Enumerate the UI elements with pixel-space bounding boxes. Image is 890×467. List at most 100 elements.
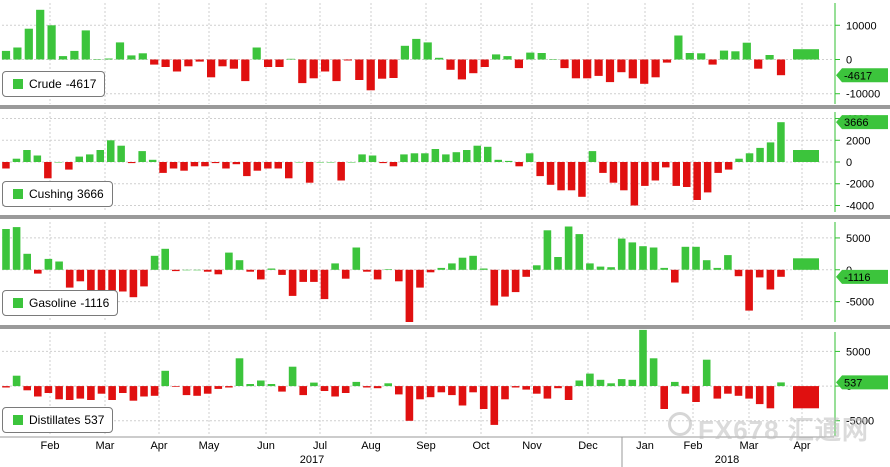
data-bar bbox=[511, 269, 520, 293]
axis-tick-label: -4000 bbox=[846, 200, 874, 212]
data-bar bbox=[628, 59, 637, 79]
data-bar bbox=[366, 59, 375, 91]
data-bar bbox=[672, 162, 680, 186]
data-bar bbox=[702, 359, 711, 386]
data-bar bbox=[522, 386, 530, 390]
data-bar bbox=[594, 59, 603, 76]
data-bar bbox=[564, 226, 573, 270]
data-bar bbox=[473, 145, 481, 162]
data-bar bbox=[649, 358, 658, 386]
x-axis-month-label: Mar bbox=[96, 440, 115, 452]
data-bar bbox=[469, 59, 478, 74]
data-bar bbox=[649, 247, 658, 270]
axis-tick-label: -10000 bbox=[846, 89, 880, 101]
last-value-label: 537 bbox=[844, 377, 862, 389]
x-axis-month-label: Aug bbox=[361, 440, 381, 452]
data-bar bbox=[172, 59, 182, 72]
data-bar bbox=[607, 267, 615, 270]
legend-swatch bbox=[13, 415, 23, 425]
panel-separator bbox=[0, 325, 890, 329]
data-bar bbox=[536, 162, 544, 177]
data-bar bbox=[766, 142, 775, 162]
data-bar bbox=[243, 162, 251, 177]
axis-tick-label: 5000 bbox=[846, 346, 870, 358]
data-bar bbox=[96, 150, 104, 162]
data-bar bbox=[416, 386, 424, 400]
data-bar bbox=[426, 386, 435, 398]
data-bar bbox=[2, 229, 10, 270]
data-bar bbox=[546, 162, 555, 185]
data-bar bbox=[138, 53, 147, 60]
data-bar bbox=[501, 386, 509, 400]
data-bar bbox=[295, 162, 303, 163]
data-bar bbox=[537, 53, 546, 60]
data-bar bbox=[492, 54, 501, 60]
data-bar bbox=[320, 386, 329, 391]
data-bar bbox=[557, 162, 565, 191]
data-bar bbox=[395, 386, 403, 395]
data-bar bbox=[65, 269, 74, 288]
panel-separator bbox=[0, 105, 890, 109]
data-bar bbox=[586, 263, 594, 270]
data-bar bbox=[766, 386, 775, 409]
data-bar bbox=[671, 269, 679, 283]
axis-tick-label: -2000 bbox=[846, 179, 874, 191]
x-axis-month-label: Feb bbox=[41, 440, 60, 452]
x-axis-month-label: Apr bbox=[150, 440, 167, 452]
data-bar bbox=[44, 386, 53, 393]
axis-tick-label: 0 bbox=[846, 157, 852, 169]
data-bar bbox=[352, 381, 361, 387]
panel-crude: 10000 0 -10000 -4617 bbox=[1, 3, 888, 104]
data-bar bbox=[341, 269, 350, 279]
axis-tick-label: 5000 bbox=[846, 233, 870, 245]
data-bar bbox=[448, 263, 456, 270]
data-bar bbox=[44, 162, 52, 179]
data-bar bbox=[337, 162, 345, 181]
data-bar bbox=[469, 386, 477, 393]
data-bar bbox=[777, 269, 785, 277]
data-bar bbox=[501, 269, 509, 297]
data-bar bbox=[766, 269, 775, 290]
last-value-label: -1116 bbox=[844, 272, 871, 284]
data-bar bbox=[724, 162, 733, 170]
data-bar bbox=[765, 55, 774, 60]
data-bar bbox=[55, 261, 63, 270]
data-bar bbox=[352, 247, 361, 270]
data-bar bbox=[452, 152, 461, 162]
data-bar bbox=[76, 269, 85, 282]
data-bar bbox=[457, 59, 466, 80]
data-bar bbox=[660, 386, 668, 409]
data-bar bbox=[129, 269, 138, 298]
data-bar bbox=[222, 162, 230, 169]
data-bar bbox=[373, 386, 382, 389]
data-bar bbox=[119, 269, 127, 292]
last-value-tag bbox=[836, 375, 888, 390]
data-bar bbox=[117, 145, 125, 162]
data-bar bbox=[484, 146, 492, 162]
data-bar bbox=[693, 162, 701, 200]
legend-crude: Crude -4617 bbox=[2, 71, 106, 97]
legend-label: Crude bbox=[29, 77, 62, 91]
data-bar bbox=[235, 260, 244, 270]
data-bar bbox=[115, 42, 125, 60]
data-bar bbox=[567, 162, 576, 191]
data-bar bbox=[405, 269, 414, 322]
data-bar bbox=[724, 255, 732, 270]
legend-value: 3666 bbox=[77, 187, 104, 201]
data-bar bbox=[309, 59, 318, 79]
data-bar bbox=[490, 386, 499, 425]
data-bar bbox=[458, 257, 467, 270]
data-bar bbox=[511, 386, 520, 388]
data-bar bbox=[275, 59, 284, 67]
x-axis-month-label: Jun bbox=[257, 440, 275, 452]
data-bar bbox=[2, 162, 10, 169]
data-bar bbox=[288, 366, 297, 387]
data-bar bbox=[257, 380, 265, 386]
data-bar bbox=[286, 58, 295, 60]
data-bar bbox=[159, 162, 167, 173]
data-bar bbox=[331, 386, 339, 397]
legend-value: -1116 bbox=[80, 296, 110, 310]
latest-bar bbox=[793, 258, 819, 270]
